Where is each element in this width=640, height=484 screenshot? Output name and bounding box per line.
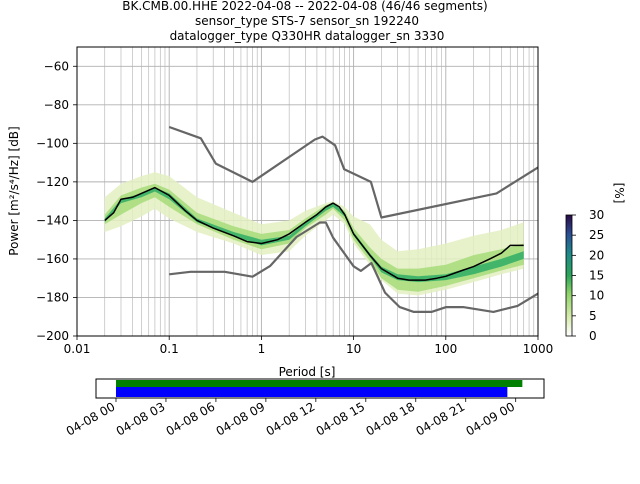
mode-curve (104, 186, 524, 281)
x-axis-ticks: 0.01 0.1 1 10 100 1000 (64, 336, 554, 356)
coverage-tick-label: 04-08 21 (414, 399, 468, 438)
y-tick-label: −180 (36, 290, 69, 304)
noise-model-curves (168, 125, 538, 313)
colorbar-ticks: 0 5 10 15 20 25 30 (572, 208, 604, 343)
coverage-tick-label: 04-08 12 (264, 399, 318, 438)
x-tick-label: 1000 (523, 342, 554, 356)
x-tick-label: 10 (346, 342, 361, 356)
y-tick-label: −80 (44, 98, 69, 112)
colorbar-tick-label: 15 (589, 269, 604, 283)
x-tick-label: 100 (434, 342, 457, 356)
colorbar-tick-label: 0 (589, 329, 597, 343)
psd-plot: 0.01 0.1 1 10 100 1000 −200 −180 −160 −140 −120 −1… (7, 46, 554, 379)
x-tick-label: 1 (258, 342, 266, 356)
y-axis-label: Power [m²/s⁴/Hz] [dB] (7, 126, 21, 255)
colorbar-tick-label: 5 (589, 309, 597, 323)
y-tick-label: −160 (36, 252, 69, 266)
colorbar-tick-label: 10 (589, 289, 604, 303)
density-band-3pct (104, 172, 524, 296)
title-line-1: BK.CMB.00.HHE 2022-04-08 -- 2022-04-08 (… (122, 0, 487, 13)
nlnm-curve (169, 221, 538, 313)
coverage-tick-label: 04-08 09 (214, 399, 268, 438)
x-tick-label: 0.01 (64, 342, 91, 356)
nhnm-curve (168, 125, 538, 219)
colorbar: 0 5 10 15 20 25 30 [%] (565, 183, 626, 343)
coverage-tick-label: 04-08 15 (314, 399, 368, 438)
coverage-bars (115, 380, 523, 397)
y-tick-label: −100 (36, 136, 69, 150)
mode-curve-group (104, 186, 524, 281)
probability-density-bands (104, 172, 524, 296)
y-axis-ticks: −200 −180 −160 −140 −120 −100 −80 −60 (36, 59, 77, 343)
x-tick-label: 0.1 (160, 342, 179, 356)
coverage-tick-label: 04-08 06 (164, 399, 218, 438)
colorbar-tick-label: 25 (589, 228, 604, 242)
coverage-tick-label: 04-08 18 (364, 399, 418, 438)
colorbar-tick-label: 20 (589, 248, 604, 262)
y-tick-label: −140 (36, 213, 69, 227)
title-line-3: datalogger_type Q330HR datalogger_sn 333… (170, 29, 445, 43)
y-tick-label: −120 (36, 175, 69, 189)
y-tick-label: −60 (44, 59, 69, 73)
title-line-2: sensor_type STS-7 sensor_sn 192240 (195, 14, 419, 28)
colorbar-tick-label: 30 (589, 208, 604, 222)
x-axis-label: Period [s] (279, 365, 336, 379)
colorbar-gradient (565, 214, 573, 337)
plot-frame (76, 46, 539, 337)
colorbar-label: [%] (612, 183, 626, 204)
coverage-bar-1 (115, 380, 523, 387)
coverage-tick-label: 04-08 00 (64, 399, 118, 438)
coverage-frame (95, 378, 545, 399)
coverage-tick-label: 04-08 03 (114, 399, 168, 438)
coverage-bar-2 (115, 387, 508, 397)
y-tick-label: −200 (36, 329, 69, 343)
coverage-tick-label: 04-09 00 (463, 399, 517, 438)
